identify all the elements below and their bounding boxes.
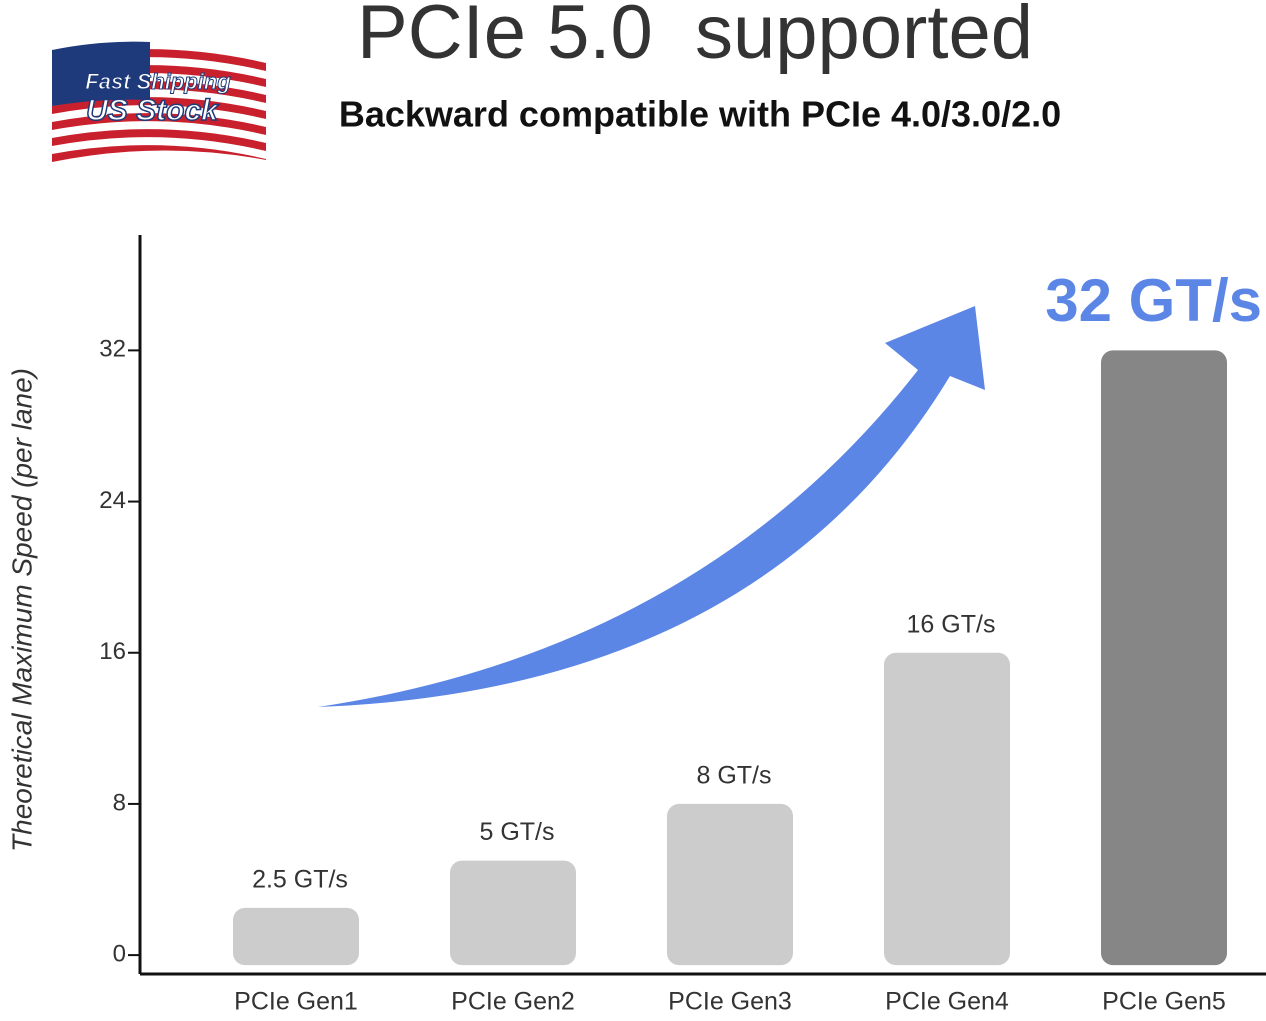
value-label: 2.5 GT/s [252, 865, 348, 893]
y-tick-label: 24 [99, 487, 126, 514]
x-tick-label: PCIe Gen1 [234, 988, 358, 1016]
x-tick-label: PCIe Gen4 [885, 988, 1009, 1016]
bar [233, 907, 359, 966]
value-label: 8 GT/s [696, 762, 771, 790]
y-tick-label: 16 [99, 638, 126, 665]
badge-text: Fast Shipping [85, 69, 231, 94]
badge-text: US Stock [86, 94, 219, 127]
bar [884, 652, 1010, 966]
badge: Fast Shipping US Stock [52, 41, 266, 162]
y-tick-label: 0 [113, 940, 126, 967]
y-tick-label: 8 [113, 789, 126, 816]
trend-arrow [318, 306, 985, 707]
bar [450, 860, 576, 966]
value-label: 16 GT/s [907, 610, 996, 638]
bar [1101, 350, 1227, 966]
value-label: 32 GT/s [1045, 267, 1262, 334]
flag-canton [52, 41, 150, 106]
bar [667, 803, 793, 966]
chart-title: PCIe 5.0 supported [357, 0, 1033, 75]
value-label: 5 GT/s [479, 818, 554, 846]
y-tick-label: 32 [99, 336, 126, 363]
x-tick-label: PCIe Gen2 [451, 988, 575, 1016]
chart-subtitle: Backward compatible with PCIe 4.0/3.0/2.… [339, 94, 1061, 135]
x-tick-label: PCIe Gen3 [668, 988, 792, 1016]
x-tick-label: PCIe Gen5 [1102, 988, 1226, 1016]
y-axis-label: Theoretical Maximum Speed (per lane) [6, 368, 37, 852]
